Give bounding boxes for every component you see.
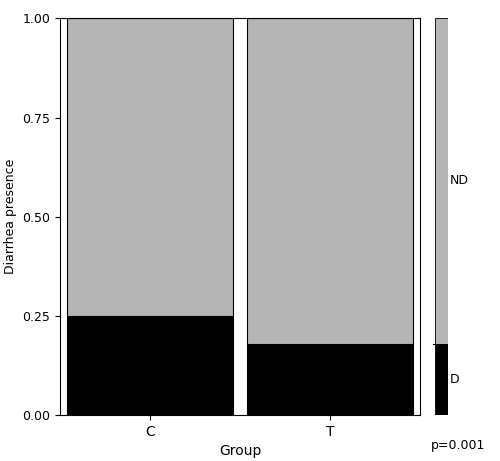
Text: p=0.001: p=0.001 (430, 439, 485, 452)
Bar (67, 316, 233, 415)
Bar (435, 343, 448, 415)
Bar (247, 18, 413, 343)
Bar (247, 343, 413, 415)
Text: ND: ND (450, 175, 469, 188)
Bar (67, 18, 233, 316)
X-axis label: Group: Group (219, 444, 261, 458)
Y-axis label: Diarrhea presence: Diarrhea presence (4, 159, 16, 274)
Bar (435, 18, 448, 343)
Text: D: D (450, 373, 460, 386)
